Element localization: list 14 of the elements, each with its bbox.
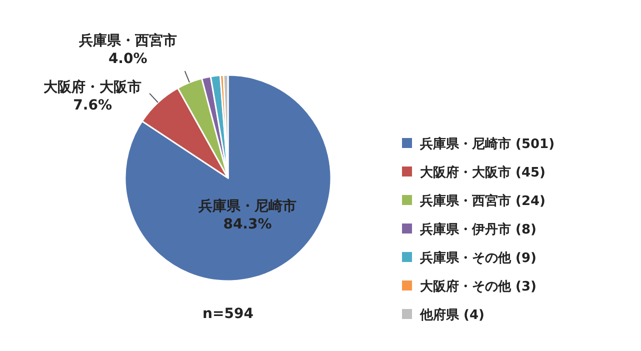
legend-label: 兵庫県・その他 (9) [419, 250, 536, 266]
legend-label: 大阪府・大阪市 (45) [420, 164, 546, 180]
legend-label: 大阪府・その他 (3) [420, 278, 536, 294]
text: n=594 [202, 306, 254, 322]
text: 兵庫県・西宮市 [78, 32, 177, 50]
data-label: 4.0% [108, 51, 148, 68]
text: 大阪府・大阪市 [44, 78, 142, 96]
data-label: 7.6% [73, 97, 112, 114]
text: 兵庫県・尼崎市 [198, 197, 297, 214]
legend-label: 兵庫県・尼崎市 (501) [419, 136, 555, 152]
legend-label: 兵庫県・西宮市 (24) [419, 193, 546, 209]
legend-label: 他府県 (4) [419, 307, 484, 323]
data-label: 84.3% [223, 216, 272, 232]
legend-label: 兵庫県・伊丹市 (8) [419, 222, 536, 238]
